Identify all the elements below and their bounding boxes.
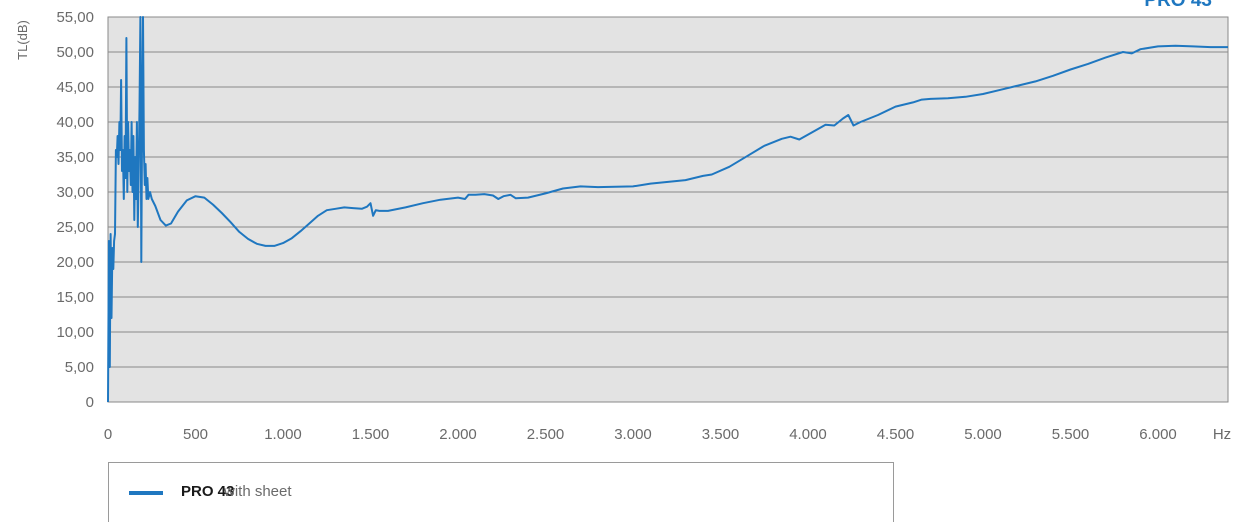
y-tick-label: 45,00	[56, 79, 94, 96]
x-tick-label: 3.500	[702, 426, 740, 443]
x-tick-label: 2.000	[439, 426, 477, 443]
y-tick-label: 35,00	[56, 149, 94, 166]
legend-series-name: PRO 43	[181, 483, 235, 500]
x-tick-label: 6.000	[1139, 426, 1177, 443]
gridlines	[108, 16, 1228, 403]
legend-swatch-pro43	[129, 491, 163, 495]
y-tick-label: 30,00	[56, 184, 94, 201]
y-tick-label: 25,00	[56, 219, 94, 236]
series-line-0	[107, 16, 1228, 403]
plot-area	[107, 16, 1229, 403]
x-tick-label: 2.500	[527, 426, 565, 443]
y-tick-label: 20,00	[56, 254, 94, 271]
x-tick-label: 4.500	[877, 426, 915, 443]
legend-series-description: with sheet	[224, 483, 292, 500]
x-tick-label: 3.000	[614, 426, 652, 443]
y-tick-label: 40,00	[56, 114, 94, 131]
x-tick-label: 0	[104, 426, 112, 443]
x-tick-label: 500	[183, 426, 208, 443]
line-chart: 0 5,00 10,00 15,00 20,00 25,00 30,00 35,00 40,00…	[15, 0, 1231, 443]
y-tick-label: 55,00	[56, 9, 94, 26]
x-tick-label: 5.500	[1052, 426, 1090, 443]
series-group	[107, 16, 1228, 403]
y-tick-label: 15,00	[56, 289, 94, 306]
y-tick-label: 10,00	[56, 324, 94, 341]
chart-title: PRO 43	[1144, 0, 1212, 11]
x-axis-ticks: 0 500 1.000 1.500 2.000 2.500 3.000 3.500 4.000 4…	[104, 426, 1177, 443]
x-tick-label: 1.500	[352, 426, 390, 443]
x-tick-label: 1.000	[264, 426, 302, 443]
legend: PRO 43 with sheet	[108, 462, 894, 522]
x-tick-label: 5.000	[964, 426, 1002, 443]
y-tick-label: 5,00	[65, 359, 94, 376]
y-tick-label: 0	[86, 394, 94, 411]
y-tick-label: 50,00	[56, 44, 94, 61]
y-axis-label: TL(dB)	[15, 20, 30, 60]
x-tick-label: 4.000	[789, 426, 827, 443]
y-axis-ticks: 0 5,00 10,00 15,00 20,00 25,00 30,00 35,00 40,00…	[56, 9, 94, 411]
x-axis-unit-label: Hz	[1213, 426, 1231, 443]
